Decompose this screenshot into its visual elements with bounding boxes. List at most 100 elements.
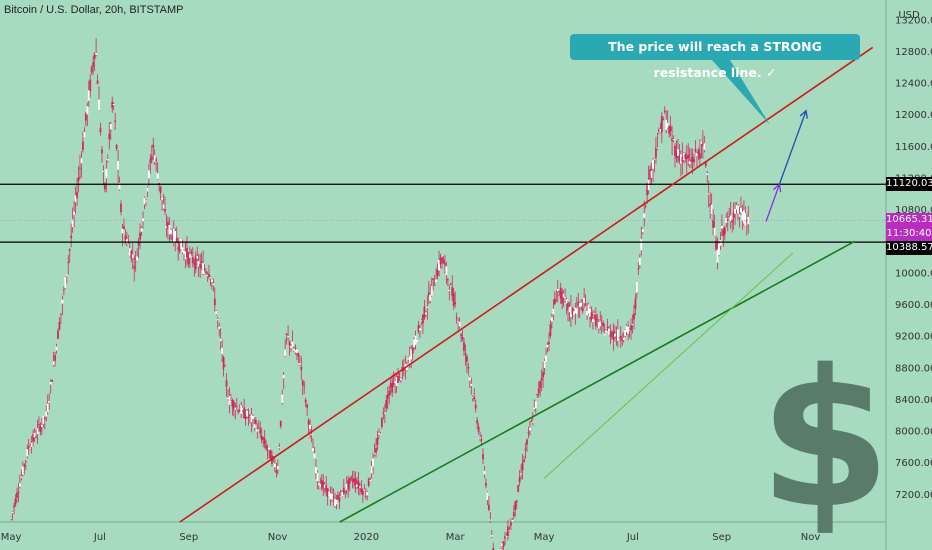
- candle-body: [303, 385, 306, 387]
- candle-body: [722, 229, 725, 237]
- candle-body: [332, 496, 335, 498]
- candle-body: [27, 446, 30, 449]
- candle-body: [42, 415, 45, 424]
- candle-body: [98, 99, 100, 111]
- candle-body: [301, 380, 304, 386]
- candle-body: [191, 257, 194, 263]
- candle-body: [509, 522, 512, 526]
- candle-body: [347, 480, 350, 490]
- candle-body: [237, 410, 240, 413]
- candle-body: [315, 466, 317, 474]
- candle-body: [515, 500, 518, 502]
- candle-body: [467, 367, 470, 369]
- candle-body: [530, 421, 533, 423]
- candle-body: [549, 324, 552, 337]
- candle-body: [40, 424, 43, 427]
- candle-body: [130, 250, 133, 259]
- annotation-callout[interactable]: The price will reach a STRONG resistance…: [570, 34, 860, 80]
- candle-body: [139, 232, 141, 240]
- candle-body: [124, 235, 127, 241]
- candle-body: [728, 216, 731, 218]
- candle-body: [36, 428, 39, 435]
- candle-body: [391, 383, 394, 393]
- candle-body: [674, 145, 676, 156]
- trendline-resistance: [179, 46, 874, 523]
- candle-body: [71, 219, 74, 228]
- candle-body: [458, 322, 461, 327]
- candle-body: [451, 287, 454, 297]
- candle-body: [614, 333, 616, 337]
- candle-body: [334, 499, 336, 506]
- candle-body: [726, 219, 729, 221]
- candle-body: [55, 346, 58, 351]
- candle-body: [690, 159, 693, 162]
- candle-body: [155, 159, 158, 161]
- candle-body: [524, 448, 527, 451]
- candle-body: [246, 410, 248, 417]
- candle-body: [64, 276, 67, 288]
- candle-body: [231, 399, 234, 407]
- candle-body: [58, 322, 61, 330]
- candle-body: [143, 197, 146, 205]
- candle-body: [275, 470, 278, 473]
- candle-body: [84, 112, 87, 121]
- candle-body: [508, 530, 511, 532]
- candle-body: [350, 476, 353, 479]
- candle-body: [285, 333, 288, 335]
- candle-body: [578, 303, 581, 307]
- candle-body: [250, 414, 253, 423]
- candle-body: [517, 485, 520, 492]
- candle-body: [638, 257, 641, 266]
- candle-body: [619, 336, 622, 340]
- candle-body: [14, 498, 17, 505]
- candle-body: [181, 247, 184, 253]
- candle-body: [606, 326, 609, 329]
- candle-body: [95, 53, 98, 55]
- candle-body: [373, 452, 376, 455]
- candle-body: [605, 330, 608, 333]
- candle-body: [45, 411, 48, 417]
- candle-body: [731, 219, 734, 223]
- candle-body: [742, 210, 745, 224]
- candle-body: [294, 350, 297, 353]
- x-tick-label: Jul: [626, 532, 639, 543]
- candle-body: [542, 372, 545, 378]
- candle-body: [339, 490, 342, 492]
- candle-body: [111, 101, 114, 108]
- candle-body: [687, 154, 690, 159]
- candle-body: [653, 158, 656, 160]
- candle-body: [344, 491, 347, 493]
- candle-body: [622, 337, 625, 340]
- candle-body: [490, 535, 493, 537]
- candle-body: [477, 426, 480, 432]
- candle-body: [109, 123, 112, 130]
- candle-body: [700, 141, 703, 144]
- candle-body: [568, 307, 571, 313]
- candle-body: [624, 330, 627, 336]
- y-tick-label: 12800.00: [895, 47, 932, 58]
- candle-body: [644, 205, 647, 207]
- candle-body: [454, 302, 457, 305]
- candle-body: [747, 216, 750, 225]
- candle-body: [322, 481, 325, 488]
- candle-body: [187, 253, 190, 264]
- candle-body: [378, 433, 380, 435]
- candle-body: [87, 90, 90, 101]
- candle-body: [269, 450, 272, 460]
- candle-body: [511, 519, 514, 522]
- candle-body: [669, 126, 672, 131]
- candle-body: [455, 317, 458, 319]
- candle-body: [363, 489, 366, 491]
- candle-body: [564, 297, 566, 299]
- candle-body: [276, 466, 279, 470]
- candle-body: [101, 149, 103, 154]
- candle-body: [249, 414, 251, 417]
- candle-body: [80, 158, 83, 164]
- candle-body: [221, 347, 224, 354]
- candle-body: [729, 215, 732, 222]
- candle-body: [543, 360, 546, 368]
- candle-body: [404, 363, 407, 369]
- candle-body: [161, 198, 163, 200]
